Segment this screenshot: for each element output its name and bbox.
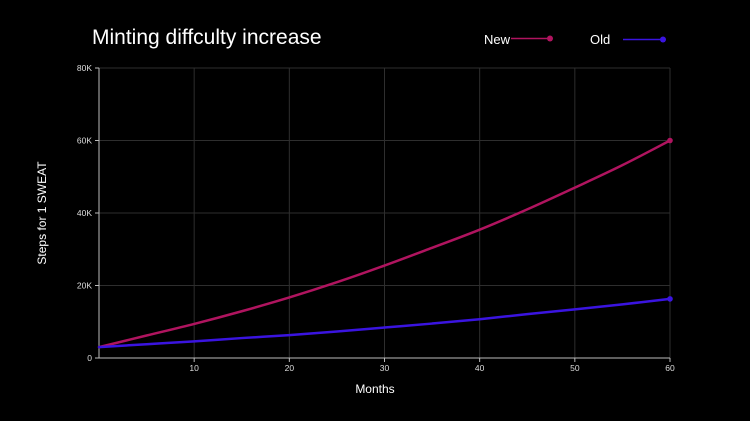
series-line-new xyxy=(97,139,672,349)
y-tick-label: 80K xyxy=(77,63,92,73)
legend-label-new: New xyxy=(484,32,511,47)
chart-title: Minting diffculty increase xyxy=(92,26,322,49)
ticks: 0 20K 40K 60K 80K 10 20 30 40 50 60 xyxy=(77,63,675,373)
y-axis-label: Steps for 1 SWEAT xyxy=(35,161,49,265)
legend-marker-new xyxy=(547,35,553,42)
x-axis-label: Months xyxy=(355,382,394,396)
y-tick-label: 0 xyxy=(87,353,92,363)
x-tick-label: 20 xyxy=(285,363,295,373)
legend: New Old xyxy=(484,32,666,47)
y-tick-label: 60K xyxy=(77,136,92,146)
x-tick-label: 60 xyxy=(665,363,675,373)
series xyxy=(97,137,673,349)
y-tick-label: 20K xyxy=(77,281,92,291)
series-line-old xyxy=(97,297,672,349)
y-tick-label: 40K xyxy=(77,208,92,218)
x-tick-label: 40 xyxy=(475,363,485,373)
legend-marker-old xyxy=(660,36,666,43)
legend-label-old: Old xyxy=(590,32,610,47)
x-tick-label: 30 xyxy=(380,363,390,373)
series-endpoint-new xyxy=(667,137,673,144)
series-endpoint-old xyxy=(667,296,673,302)
x-tick-label: 10 xyxy=(189,363,199,373)
x-tick-label: 50 xyxy=(570,363,580,373)
grid xyxy=(99,67,671,358)
